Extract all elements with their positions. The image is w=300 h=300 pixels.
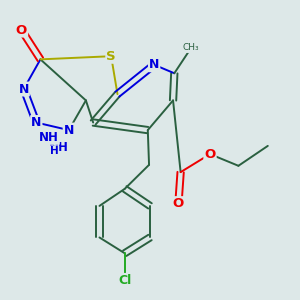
Text: H: H <box>50 146 59 156</box>
Text: O: O <box>173 197 184 210</box>
Text: NH: NH <box>49 141 69 154</box>
Text: Cl: Cl <box>118 274 131 287</box>
Text: S: S <box>106 50 116 63</box>
Text: N: N <box>149 58 159 71</box>
Text: O: O <box>204 148 216 160</box>
Text: N: N <box>64 124 74 136</box>
Text: O: O <box>16 23 27 37</box>
Text: N: N <box>31 116 41 129</box>
Text: N: N <box>19 82 29 96</box>
Text: CH₃: CH₃ <box>183 44 200 52</box>
Text: NH: NH <box>39 131 59 144</box>
